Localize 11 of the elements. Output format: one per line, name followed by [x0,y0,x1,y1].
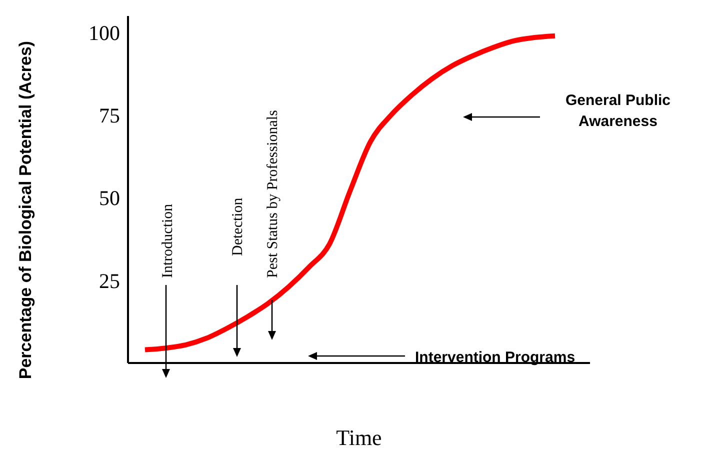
y-tick-label: 25 [99,268,120,293]
annotation: Detection [230,197,246,256]
x-axis-title: Time [335,425,383,451]
annotation: Introduction [160,203,176,278]
y-tick-label: 100 [88,20,120,45]
text: General Public Awareness [564,91,672,132]
y-tick-label: 50 [99,186,120,210]
y-tick-label: 75 [99,104,120,128]
annotation: Intervention Programs [415,348,576,368]
annotation: Pest Status by Professionals [265,110,281,278]
y-axis-title: Percentage of Biological Potential (Acres) [15,40,36,380]
